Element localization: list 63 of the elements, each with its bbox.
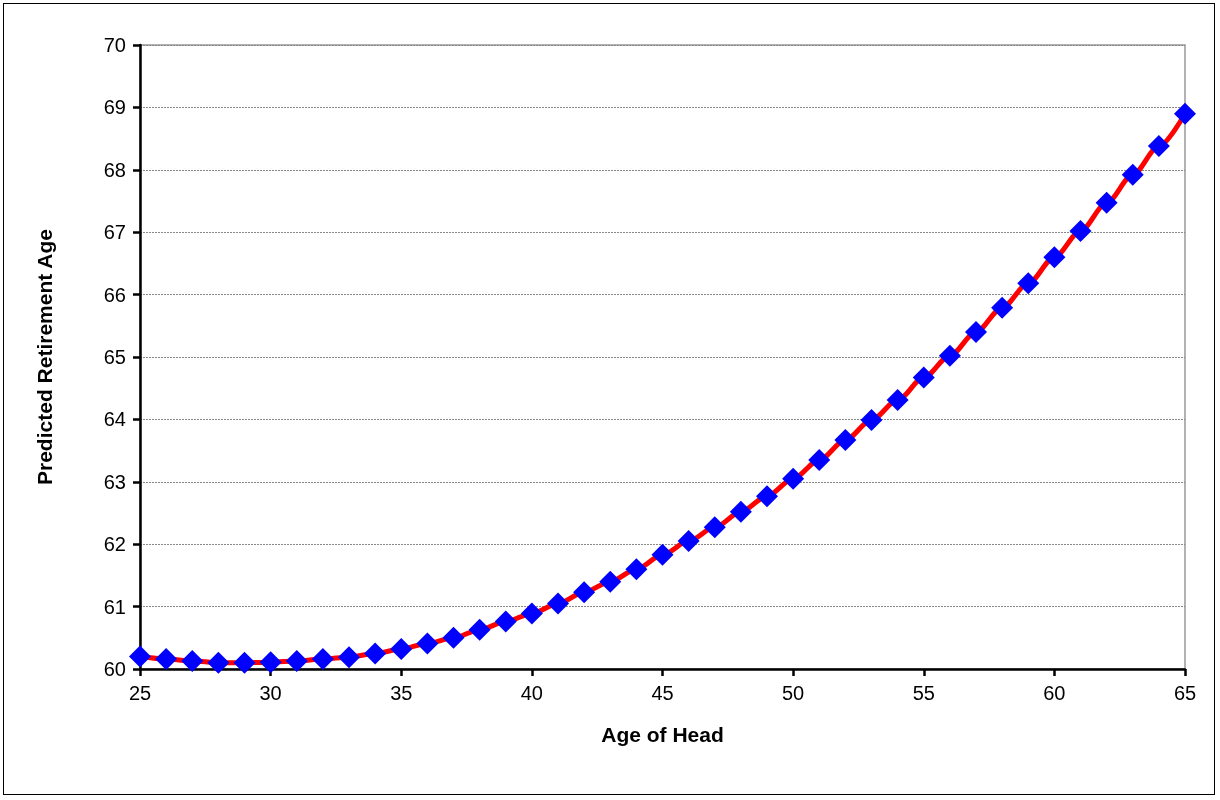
x-tick-label: 35 <box>390 682 413 704</box>
y-tick-label: 70 <box>103 34 126 56</box>
point <box>129 645 151 668</box>
x-tick-label: 40 <box>520 682 543 704</box>
point <box>468 618 491 641</box>
point <box>703 516 726 539</box>
point <box>756 485 778 508</box>
y-tick-label: 66 <box>103 283 126 306</box>
x-tick-label: 50 <box>782 682 805 704</box>
y-axis-title: Predicted Retirement Age <box>33 229 56 485</box>
point <box>207 651 230 674</box>
point <box>547 592 569 615</box>
point <box>677 530 700 553</box>
y-tick-label: 62 <box>103 533 126 556</box>
point <box>311 648 334 671</box>
point <box>259 651 282 674</box>
point <box>390 638 413 661</box>
point <box>938 344 961 367</box>
point <box>1095 191 1118 214</box>
point <box>625 558 648 581</box>
point <box>364 642 387 665</box>
x-tick-label: 45 <box>651 682 674 704</box>
x-tick-label: 25 <box>128 682 152 704</box>
point <box>651 543 674 566</box>
y-tick-label: 64 <box>103 408 126 431</box>
point <box>155 648 178 671</box>
point <box>181 649 204 672</box>
point <box>912 366 935 389</box>
point <box>1121 163 1144 186</box>
point <box>285 649 308 672</box>
x-tick-label: 65 <box>1173 682 1197 704</box>
point <box>233 651 256 674</box>
point <box>860 409 883 432</box>
point <box>834 428 857 451</box>
point <box>808 448 831 471</box>
point <box>782 467 805 490</box>
point <box>494 610 517 633</box>
point <box>729 500 752 523</box>
point <box>573 581 596 604</box>
x-axis-title: Age of Head <box>601 723 724 746</box>
x-tick-label: 55 <box>912 682 935 704</box>
y-tick-label: 60 <box>103 658 126 680</box>
point <box>599 570 622 593</box>
point <box>886 389 909 412</box>
point <box>338 646 360 669</box>
y-tick-label: 67 <box>103 221 126 244</box>
point <box>1043 246 1066 269</box>
x-tick-label: 60 <box>1043 682 1066 704</box>
point <box>965 321 987 344</box>
point <box>1147 135 1170 158</box>
point <box>1069 219 1092 242</box>
y-tick-label: 69 <box>103 96 126 119</box>
point <box>1174 102 1196 125</box>
y-tick-label: 65 <box>103 346 126 368</box>
y-tick-label: 61 <box>103 595 126 618</box>
y-tick-label: 63 <box>103 470 126 493</box>
point <box>442 626 465 649</box>
y-tick-label: 68 <box>103 158 126 181</box>
point <box>991 296 1014 319</box>
point <box>520 602 543 625</box>
x-tick-label: 30 <box>259 682 282 704</box>
point <box>1017 272 1040 295</box>
point <box>416 632 439 655</box>
